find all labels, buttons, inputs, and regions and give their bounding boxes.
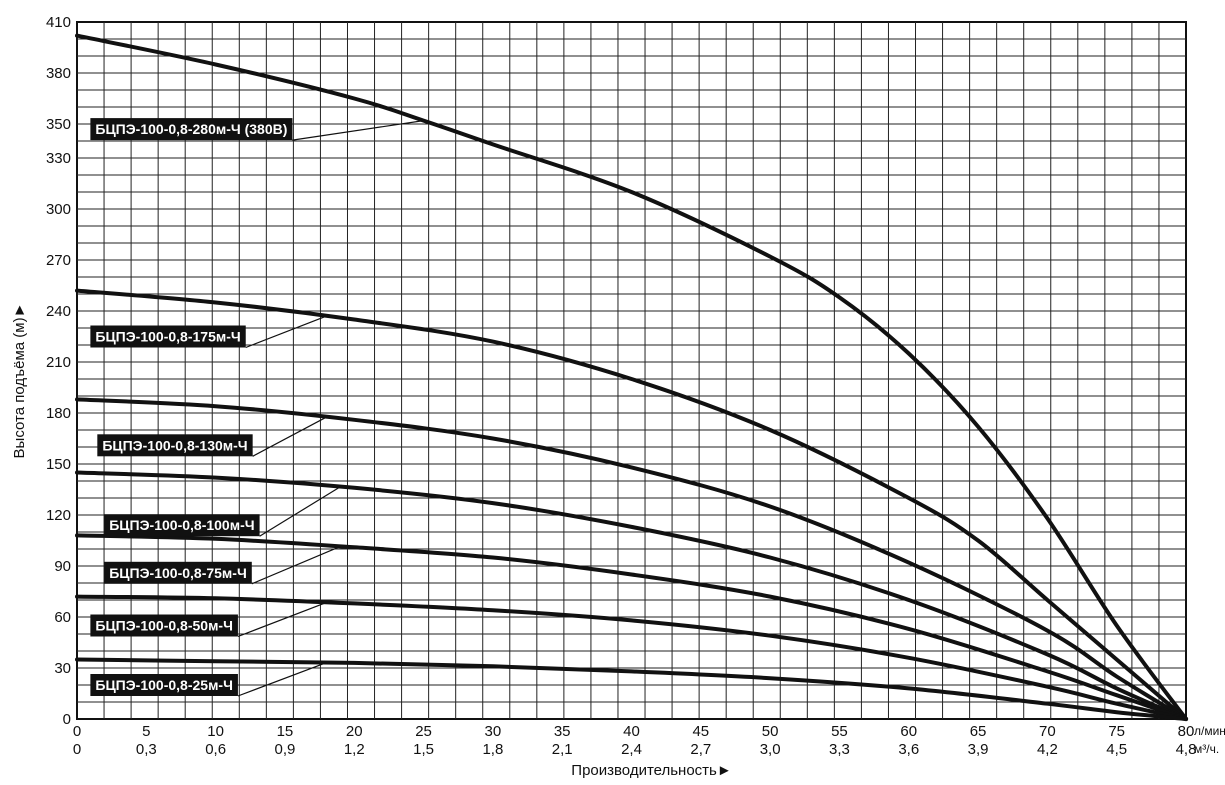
y-tick-label: 380 (46, 65, 71, 82)
y-tick-label: 0 (63, 711, 71, 728)
y-tick-label: 240 (46, 303, 71, 320)
x-tick-label: 45 (692, 723, 709, 740)
series-label-6: БЦПЭ-100-0,8-50м-Ч (90, 601, 327, 638)
curves (75, 33, 1188, 721)
y-tick-label: 120 (46, 507, 71, 524)
series-label-box (90, 614, 238, 637)
x2-tick-label: 0,6 (205, 741, 226, 758)
series-label-box (104, 514, 260, 537)
x2-tick-label: 3,9 (968, 741, 989, 758)
x2-tick-label: 4,8 (1176, 741, 1197, 758)
x-tick-label: 65 (970, 723, 987, 740)
y-tick-label: 90 (54, 558, 71, 575)
series-label-text: БЦПЭ-100-0,8-130м-Ч (102, 437, 247, 453)
series-label-leader (251, 545, 341, 585)
series-line-2 (75, 288, 1188, 721)
series-label-leader (252, 416, 327, 457)
x2-tick-label: 1,5 (413, 741, 434, 758)
series-label-box (90, 118, 293, 141)
x-tick-label: 5 (142, 723, 150, 740)
x-tick-label: 55 (831, 723, 848, 740)
x-tick-labels: 0 5 10 15 20 25 30 35 40 45 50 55 60 65 70 75 80 (73, 723, 1195, 740)
series-label-text: БЦПЭ-100-0,8-50м-Ч (95, 618, 233, 634)
y-tick-label: 330 (46, 150, 71, 167)
y-tick-label: 180 (46, 405, 71, 422)
series-label-box (90, 674, 238, 696)
y-tick-label: 350 (46, 116, 71, 133)
series-label-7: БЦПЭ-100-0,8-25м-Ч (90, 661, 327, 697)
series-label-2: БЦПЭ-100-0,8-175м-Ч (90, 315, 327, 349)
plot-frame (76, 21, 1187, 720)
series-label-leader (292, 120, 424, 141)
x2-tick-label: 0,3 (136, 741, 157, 758)
y-tick-label: 410 (46, 14, 71, 31)
series-label-leader (237, 601, 327, 638)
series-label-text: БЦПЭ-100-0,8-75м-Ч (109, 565, 247, 581)
series-line-6 (75, 594, 1188, 721)
x-tick-label: 20 (346, 723, 363, 740)
x-tick-label: 15 (277, 723, 294, 740)
x-tick-label: 40 (623, 723, 640, 740)
series-label-5: БЦПЭ-100-0,8-75м-Ч (104, 545, 341, 585)
series-line-5 (75, 533, 1188, 721)
series-line-3 (75, 397, 1188, 721)
series-label-box (104, 561, 252, 584)
x-tick-label: 75 (1108, 723, 1125, 740)
x2-tick-label: 2,1 (552, 741, 573, 758)
x2-tick-label: 3,3 (829, 741, 850, 758)
x2-tick-label: 0 (73, 741, 81, 758)
series-label-text: БЦПЭ-100-0,8-25м-Ч (95, 677, 233, 693)
series-label-4: БЦПЭ-100-0,8-100м-Ч (104, 486, 341, 537)
x2-tick-label: 2,4 (621, 741, 642, 758)
series-label-box (97, 434, 253, 457)
y-tick-label: 60 (54, 609, 71, 626)
x2-tick-label: 3,0 (760, 741, 781, 758)
y-tick-label: 30 (54, 660, 71, 677)
series-label-text: БЦПЭ-100-0,8-100м-Ч (109, 517, 254, 533)
x2-tick-label: 3,6 (898, 741, 919, 758)
x2-tick-label: 1,8 (482, 741, 503, 758)
x-axis-title: Производительность► (571, 762, 731, 779)
x-tick-label: 35 (554, 723, 571, 740)
x2-tick-labels: 0 0,3 0,6 0,9 1,2 1,5 1,8 2,1 2,4 2,7 3,0 3,3 3,6 3,9… (73, 741, 1197, 758)
series-label-1: БЦПЭ-100-0,8-280м-Ч (380В) (90, 118, 424, 141)
series-label-text: БЦПЭ-100-0,8-175м-Ч (95, 329, 240, 345)
x2-tick-label: 0,9 (275, 741, 296, 758)
x-tick-label: 10 (207, 723, 224, 740)
y-tick-label: 300 (46, 201, 71, 218)
x-tick-label: 0 (73, 723, 81, 740)
x2-tick-label: 2,7 (690, 741, 711, 758)
series-label-leader (245, 315, 327, 349)
y-tick-labels: 0 30 60 90 120 150 180 210 240 270 300 330 350 380 410 (46, 14, 71, 728)
x-tick-label: 50 (762, 723, 779, 740)
x2-tick-label: 1,2 (344, 741, 365, 758)
y-tick-label: 270 (46, 252, 71, 269)
series-line-7 (75, 657, 1188, 721)
series-label-3: БЦПЭ-100-0,8-130м-Ч (97, 416, 327, 457)
x2-unit-label: м³/ч. (1194, 742, 1219, 756)
series-label-leader (259, 486, 341, 537)
series-label-box (90, 325, 246, 348)
series-labels: БЦПЭ-100-0,8-280м-Ч (380В) БЦПЭ-100-0,8-1… (90, 118, 424, 697)
x-tick-label: 80 (1178, 723, 1195, 740)
x2-tick-label: 4,5 (1106, 741, 1127, 758)
x-tick-label: 25 (415, 723, 432, 740)
y-axis-title: Высота подъёма (м)► (11, 303, 28, 459)
series-line-1 (75, 33, 1188, 721)
series-label-text: БЦПЭ-100-0,8-280м-Ч (380В) (95, 121, 287, 137)
y-tick-label: 210 (46, 354, 71, 371)
x2-tick-label: 4,2 (1037, 741, 1058, 758)
y-tick-label: 150 (46, 456, 71, 473)
x-tick-label: 30 (485, 723, 502, 740)
x-unit-label: л/мин. (1194, 724, 1225, 738)
series-label-leader (237, 661, 327, 697)
x-tick-label: 70 (1039, 723, 1056, 740)
x-tick-label: 60 (900, 723, 917, 740)
series-line-4 (75, 470, 1188, 721)
